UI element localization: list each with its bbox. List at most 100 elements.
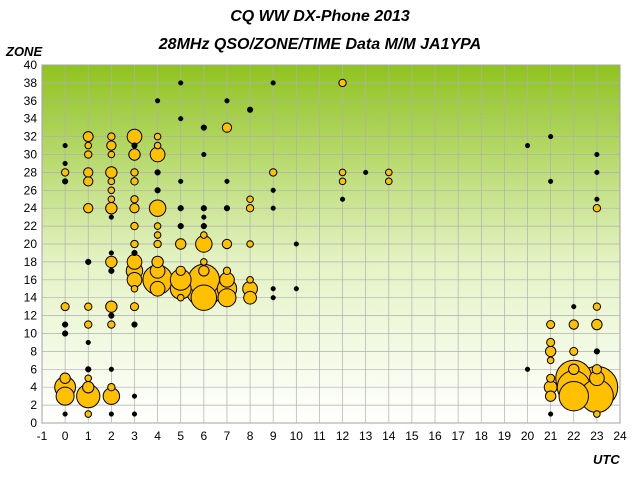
x-tick-label: 1 — [85, 429, 92, 443]
bubble-point — [200, 124, 207, 131]
bubble-point — [62, 321, 69, 328]
bubble-point — [175, 265, 186, 277]
bubble-point — [546, 320, 556, 330]
bubble-point — [178, 178, 184, 184]
x-tick-label: 20 — [521, 429, 535, 443]
y-tick-label: 16 — [24, 273, 38, 287]
x-tick-label: 11 — [313, 429, 326, 443]
y-tick-label: 24 — [24, 201, 38, 215]
bubble-point — [201, 214, 207, 220]
bubble-point — [269, 168, 278, 177]
bubble-point — [591, 318, 603, 331]
bubble-point — [62, 411, 68, 417]
bubble-point — [131, 321, 138, 328]
bubble-point — [270, 205, 276, 211]
bubble-point — [108, 312, 115, 319]
bubble-point — [568, 363, 580, 375]
bubble-point — [544, 345, 557, 358]
bubble-point — [153, 132, 162, 141]
bubble-point — [594, 151, 600, 158]
bubble-point — [153, 141, 162, 150]
y-tick-label: 0 — [30, 416, 37, 430]
bubble-point — [568, 319, 579, 330]
bubble-point — [131, 249, 138, 257]
x-tick-label: 13 — [359, 429, 373, 443]
bubble-point — [59, 372, 71, 384]
bubble-point — [84, 320, 93, 329]
bubble-point — [338, 78, 347, 88]
x-tick-label: 22 — [567, 429, 581, 443]
bubble-point — [130, 239, 139, 249]
x-tick-label: 2 — [108, 429, 115, 443]
x-tick-label: 6 — [200, 429, 207, 443]
bubble-point — [200, 205, 207, 212]
bubble-point — [593, 348, 600, 355]
bubble-point — [85, 258, 92, 265]
bubble-point — [83, 203, 94, 214]
bubble-point — [246, 106, 254, 113]
bubble-point — [385, 168, 393, 177]
bubble-point — [246, 195, 254, 204]
bubble-point — [151, 255, 164, 269]
x-tick-label: 23 — [590, 429, 604, 443]
y-tick-label: 22 — [24, 219, 38, 233]
bubble-point — [108, 267, 115, 274]
bubble-point — [544, 390, 557, 402]
bubble-point — [201, 151, 207, 158]
bubble-point — [84, 150, 93, 159]
bubble-point — [85, 339, 91, 346]
bubble-point — [130, 284, 139, 293]
bubble-point — [548, 411, 554, 417]
bubble-point — [105, 202, 118, 215]
bubble-point — [178, 80, 184, 86]
bubble-point — [175, 238, 187, 250]
bubble-point — [62, 178, 69, 185]
bubble-point — [270, 80, 276, 86]
bubble-point — [594, 169, 600, 175]
bubble-point — [107, 383, 116, 392]
bubble-point — [339, 196, 346, 202]
bubble-point — [190, 284, 218, 311]
bubble-point — [178, 116, 184, 122]
bubble-point — [363, 169, 369, 175]
bubble-series — [54, 78, 619, 418]
bubble-point — [105, 166, 118, 179]
bubble-point — [131, 411, 138, 417]
y-tick-label: 32 — [24, 130, 38, 144]
bubble-point — [222, 266, 232, 276]
bubble-point — [108, 366, 114, 372]
bubble-point — [548, 134, 554, 140]
y-tick-label: 36 — [24, 94, 38, 108]
x-tick-label: 0 — [62, 429, 69, 443]
bubble-point — [154, 169, 161, 176]
bubble-point — [130, 168, 139, 177]
bubble-point — [108, 214, 114, 220]
bubble-point — [217, 288, 237, 308]
bubble-point — [130, 177, 139, 186]
bubble-point — [245, 204, 255, 213]
y-tick-label: 8 — [30, 344, 37, 358]
x-tick-label: 15 — [405, 429, 419, 443]
y-tick-label: 38 — [24, 76, 38, 90]
bubble-point — [524, 142, 531, 149]
bubble-point — [591, 364, 603, 375]
x-tick-label: 9 — [270, 429, 277, 443]
x-tick-label: 24 — [613, 429, 627, 443]
x-tick-label: 7 — [224, 429, 231, 443]
y-tick-label: 26 — [24, 183, 38, 197]
bubble-point — [153, 231, 162, 239]
bubble-point — [107, 132, 116, 141]
bubble-point — [221, 122, 233, 133]
bubble-point — [55, 386, 75, 406]
bubble-point — [83, 167, 94, 178]
bubble-point — [148, 199, 167, 217]
bubble-point — [592, 302, 602, 311]
x-tick-label: 3 — [131, 429, 138, 443]
bubble-point — [270, 187, 276, 193]
bubble-point — [293, 286, 299, 292]
bubble-point — [149, 280, 166, 297]
x-axis-label: UTC — [593, 452, 620, 467]
bubble-point — [270, 286, 276, 292]
